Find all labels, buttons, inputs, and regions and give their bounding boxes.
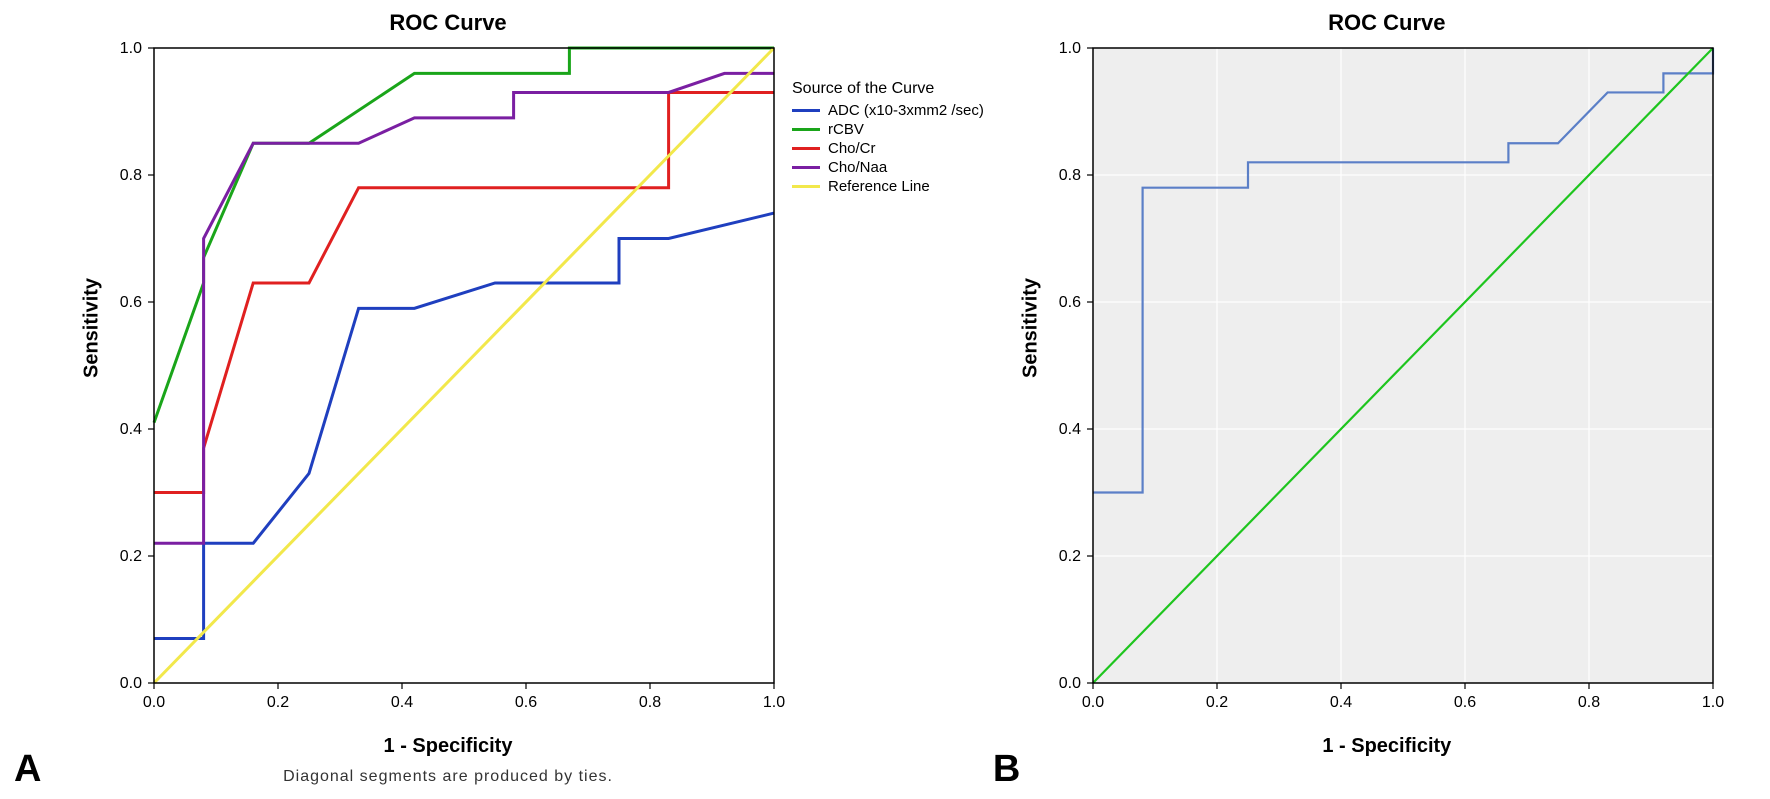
svg-text:0.0: 0.0 (143, 694, 165, 711)
chart-title-a: ROC Curve (138, 10, 758, 36)
svg-text:0.2: 0.2 (120, 548, 142, 565)
panel-letter-b: B (993, 748, 1020, 791)
roc-chart-a: 0.00.0 0.2 0.2 0.4 0.4 0.6 0.6 0.8 0.8 1.0 1.0 (110, 40, 786, 733)
svg-text:0.2: 0.2 (1059, 548, 1081, 565)
svg-text:0.4: 0.4 (1330, 694, 1352, 711)
svg-text:0.4: 0.4 (120, 421, 142, 438)
legend-swatch (792, 147, 820, 150)
xlabel-b: 1 - Specificity (1077, 735, 1697, 758)
xlabel-a: 1 - Specificity (138, 735, 758, 758)
legend-label: Cho/Cr (828, 140, 876, 157)
legend-label: Cho/Naa (828, 159, 887, 176)
roc-chart-b: 0.00.0 0.2 0.2 0.4 0.4 0.6 0.6 0.8 0.8 1.0 1.0 (1049, 40, 1725, 733)
chart-title-b: ROC Curve (1077, 10, 1697, 36)
svg-text:0.8: 0.8 (1059, 167, 1081, 184)
legend-item: ADC (x10-3xmm2 /sec) (792, 102, 1000, 119)
svg-text:0.2: 0.2 (267, 694, 289, 711)
ylabel-a: Sensitivity (74, 10, 110, 645)
svg-text:0.4: 0.4 (391, 694, 413, 711)
panel-b: Sensitivity ROC Curve 0.00.0 0.2 0.2 0.4 0.4… (989, 10, 1760, 789)
svg-text:0.0: 0.0 (1082, 694, 1104, 711)
legend-item: Cho/Naa (792, 159, 1000, 176)
svg-text:1.0: 1.0 (763, 694, 785, 711)
svg-text:1.0: 1.0 (1702, 694, 1724, 711)
ylabel-b: Sensitivity (1013, 10, 1049, 645)
svg-text:0.2: 0.2 (1206, 694, 1228, 711)
panel-letter-a: A (14, 748, 41, 791)
legend-item: rCBV (792, 121, 1000, 138)
svg-text:0.8: 0.8 (1578, 694, 1600, 711)
legend-item: Reference Line (792, 178, 1000, 195)
legend-swatch (792, 128, 820, 131)
svg-text:0.0: 0.0 (120, 675, 142, 692)
caption-a: Diagonal segments are produced by ties. (283, 768, 613, 786)
legend-item: Cho/Cr (792, 140, 1000, 157)
svg-text:1.0: 1.0 (120, 40, 142, 57)
svg-text:1.0: 1.0 (1059, 40, 1081, 57)
legend-label: ADC (x10-3xmm2 /sec) (828, 102, 984, 119)
legend-swatch (792, 166, 820, 169)
svg-text:0.6: 0.6 (1454, 694, 1476, 711)
legend-swatch (792, 109, 820, 112)
legend-label: Reference Line (828, 178, 930, 195)
svg-text:0.8: 0.8 (120, 167, 142, 184)
legend-a: Source of the Curve ADC (x10-3xmm2 /sec)… (780, 50, 1000, 197)
svg-text:0.6: 0.6 (515, 694, 537, 711)
svg-text:0.4: 0.4 (1059, 421, 1081, 438)
svg-text:0.0: 0.0 (1059, 675, 1081, 692)
svg-text:0.6: 0.6 (120, 294, 142, 311)
legend-swatch (792, 185, 820, 188)
legend-label: rCBV (828, 121, 864, 138)
svg-text:0.8: 0.8 (639, 694, 661, 711)
svg-text:0.6: 0.6 (1059, 294, 1081, 311)
panel-a: Sensitivity ROC Curve 0.00.0 0.2 0.2 0.4 0.4… (10, 10, 989, 789)
legend-title: Source of the Curve (792, 80, 1000, 98)
